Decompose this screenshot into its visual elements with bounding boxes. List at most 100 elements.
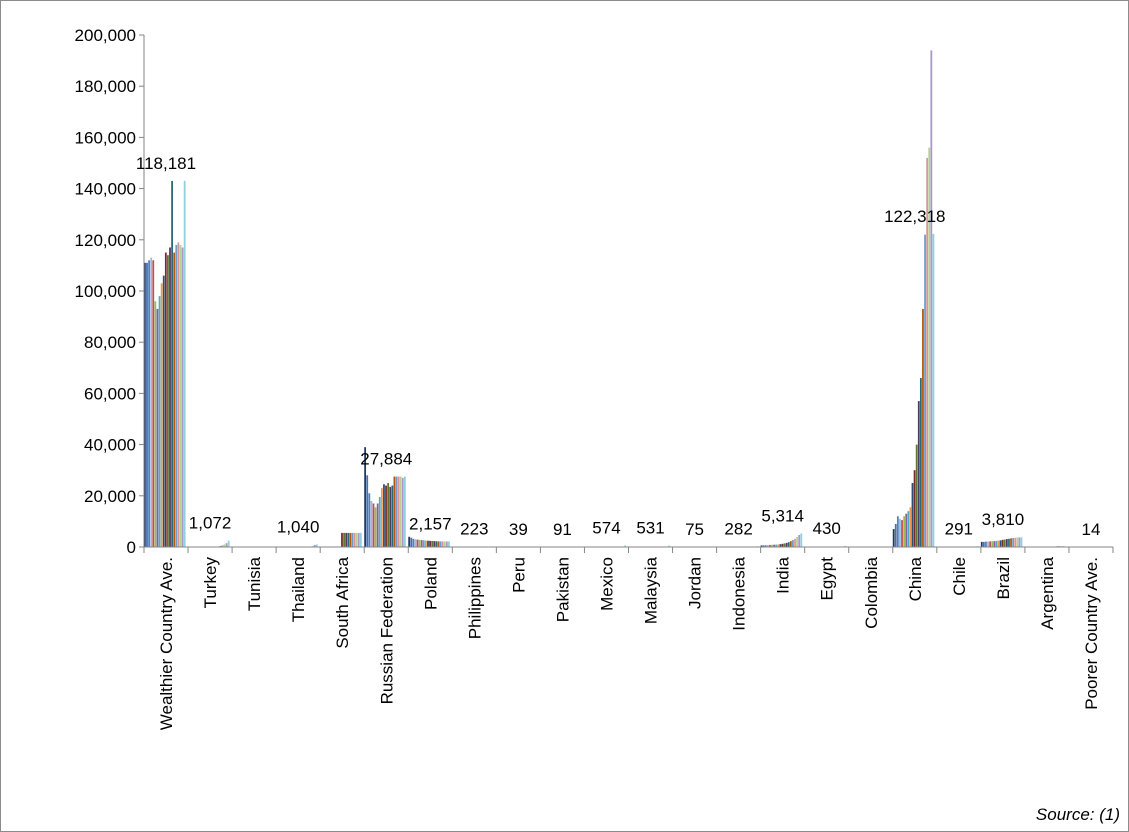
data-label: 2,157 — [409, 514, 452, 533]
bar — [377, 503, 379, 547]
bar — [431, 541, 433, 547]
bar — [341, 533, 343, 547]
bar — [989, 541, 991, 547]
bar — [354, 533, 356, 547]
bar — [907, 511, 909, 547]
bar — [446, 541, 448, 547]
y-tick-label: 140,000 — [75, 180, 136, 199]
bar — [228, 541, 230, 547]
bars-layer — [144, 50, 1111, 547]
bar — [991, 541, 993, 547]
x-tick-label: Malaysia — [642, 556, 661, 624]
bar — [421, 540, 423, 547]
bar — [1010, 538, 1012, 547]
y-tick-label: 200,000 — [75, 26, 136, 45]
bar — [345, 533, 347, 547]
bar — [792, 540, 794, 547]
bar — [427, 541, 429, 547]
bar — [922, 309, 924, 547]
bar — [412, 539, 414, 547]
x-tick-label: Thailand — [289, 557, 308, 622]
data-label: 14 — [1082, 520, 1101, 539]
bar — [177, 242, 179, 547]
data-label: 5,314 — [761, 506, 804, 525]
bar — [442, 541, 444, 547]
bar — [352, 533, 354, 547]
y-tick-label: 120,000 — [75, 231, 136, 250]
x-tick-label: Turkey — [201, 557, 220, 609]
bar — [385, 486, 387, 547]
bar — [1008, 539, 1010, 547]
bar — [400, 477, 402, 547]
axis-layer — [139, 35, 1113, 553]
y-tick-label: 80,000 — [84, 333, 136, 352]
bar — [1021, 537, 1023, 547]
bar — [394, 477, 396, 547]
bar — [165, 253, 167, 547]
bar — [159, 296, 161, 547]
data-label: 531 — [636, 519, 664, 538]
bar — [918, 401, 920, 547]
bar — [914, 470, 916, 547]
x-tick-label: Tunisia — [245, 556, 264, 611]
bar — [899, 519, 901, 547]
bar — [916, 445, 918, 547]
bar — [163, 276, 165, 547]
x-tick-label: Argentina — [1038, 556, 1057, 629]
bar — [184, 181, 186, 547]
bar — [895, 524, 897, 547]
bar — [930, 50, 932, 547]
y-tick-label: 100,000 — [75, 282, 136, 301]
x-tick-label: Colombia — [862, 556, 881, 628]
bar — [417, 540, 419, 547]
bar — [933, 234, 935, 547]
bar — [998, 541, 1000, 547]
x-tick-label: Brazil — [994, 557, 1013, 600]
bar — [996, 541, 998, 547]
bar — [347, 533, 349, 547]
bar — [389, 487, 391, 547]
bar — [444, 541, 446, 547]
bar — [800, 533, 802, 547]
x-tick-label: India — [774, 556, 793, 593]
labels-layer: 0 20,000 40,000 60,000 80,000 100,000 120,000 1… — [75, 26, 1101, 730]
bar — [404, 477, 406, 547]
x-tick-label: Chile — [950, 557, 969, 596]
x-tick-label: Russian Federation — [377, 557, 396, 704]
bar — [901, 520, 903, 547]
bar — [366, 475, 368, 547]
bar — [157, 309, 159, 547]
bar — [440, 541, 442, 547]
bar — [897, 516, 899, 547]
data-label: 122,318 — [884, 207, 945, 226]
bar — [371, 501, 373, 547]
bar — [408, 537, 410, 547]
x-tick-label: Jordan — [686, 557, 705, 609]
bar — [171, 181, 173, 547]
bar — [1019, 537, 1021, 547]
data-label: 1,072 — [189, 514, 232, 533]
bar — [381, 488, 383, 547]
bar — [1000, 540, 1002, 547]
bar — [1016, 538, 1018, 547]
bar — [154, 301, 156, 547]
bar — [448, 541, 450, 547]
x-tick-label: Indonesia — [730, 556, 749, 630]
bar — [180, 245, 182, 547]
y-tick-label: 60,000 — [84, 384, 136, 403]
bar — [410, 538, 412, 547]
data-label: 118,181 — [136, 154, 196, 173]
x-tick-label: Pakistan — [553, 557, 572, 622]
bar — [391, 486, 393, 547]
bar — [905, 514, 907, 547]
x-tick-label: Philippines — [465, 557, 484, 639]
bar — [790, 541, 792, 547]
bar — [173, 253, 175, 547]
bar — [383, 484, 385, 547]
bar — [423, 540, 425, 547]
bar — [983, 542, 985, 547]
data-label: 3,810 — [982, 510, 1025, 529]
bar — [912, 483, 914, 547]
y-tick-label: 0 — [127, 538, 136, 557]
